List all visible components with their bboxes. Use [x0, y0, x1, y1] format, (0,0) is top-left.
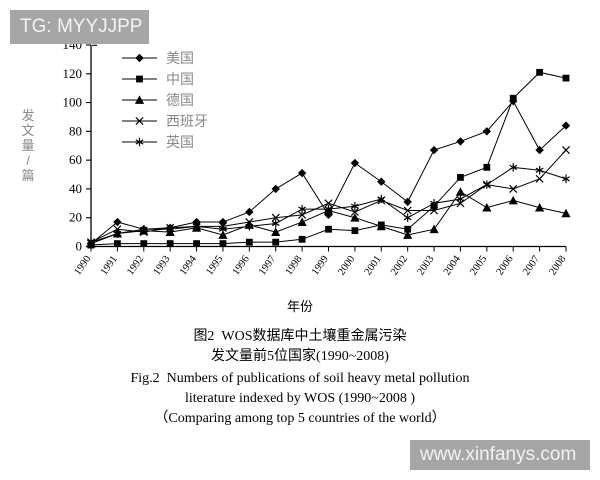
svg-text:德国: 德国: [166, 92, 194, 108]
svg-text:20: 20: [69, 210, 82, 225]
svg-text:1994: 1994: [178, 253, 199, 277]
svg-text:1990: 1990: [72, 254, 93, 278]
svg-text:2001: 2001: [363, 254, 384, 278]
svg-text:1997: 1997: [257, 254, 278, 278]
svg-text:2003: 2003: [415, 254, 436, 278]
svg-text:西班牙: 西班牙: [166, 113, 208, 129]
svg-text:1996: 1996: [231, 254, 252, 278]
svg-text:2008: 2008: [547, 254, 568, 278]
svg-text:1998: 1998: [284, 254, 305, 278]
svg-text:100: 100: [63, 95, 83, 110]
svg-text:80: 80: [69, 123, 82, 138]
svg-text:40: 40: [69, 181, 82, 196]
svg-text:2006: 2006: [495, 254, 516, 278]
svg-text:0: 0: [76, 239, 83, 254]
svg-text:1991: 1991: [99, 254, 120, 278]
svg-text:60: 60: [69, 152, 82, 167]
svg-text:2000: 2000: [336, 254, 357, 278]
svg-text:2005: 2005: [468, 254, 489, 278]
svg-text:美国: 美国: [166, 50, 194, 66]
svg-text:英国: 英国: [166, 134, 194, 150]
svg-text:1999: 1999: [310, 254, 331, 278]
svg-text:1993: 1993: [152, 254, 173, 278]
svg-text:2004: 2004: [442, 253, 463, 277]
svg-text:1995: 1995: [204, 254, 225, 278]
svg-text:2007: 2007: [521, 254, 542, 278]
svg-text:中国: 中国: [166, 71, 194, 87]
svg-text:120: 120: [63, 66, 83, 81]
svg-text:1992: 1992: [125, 254, 146, 278]
svg-text:2002: 2002: [389, 254, 410, 278]
